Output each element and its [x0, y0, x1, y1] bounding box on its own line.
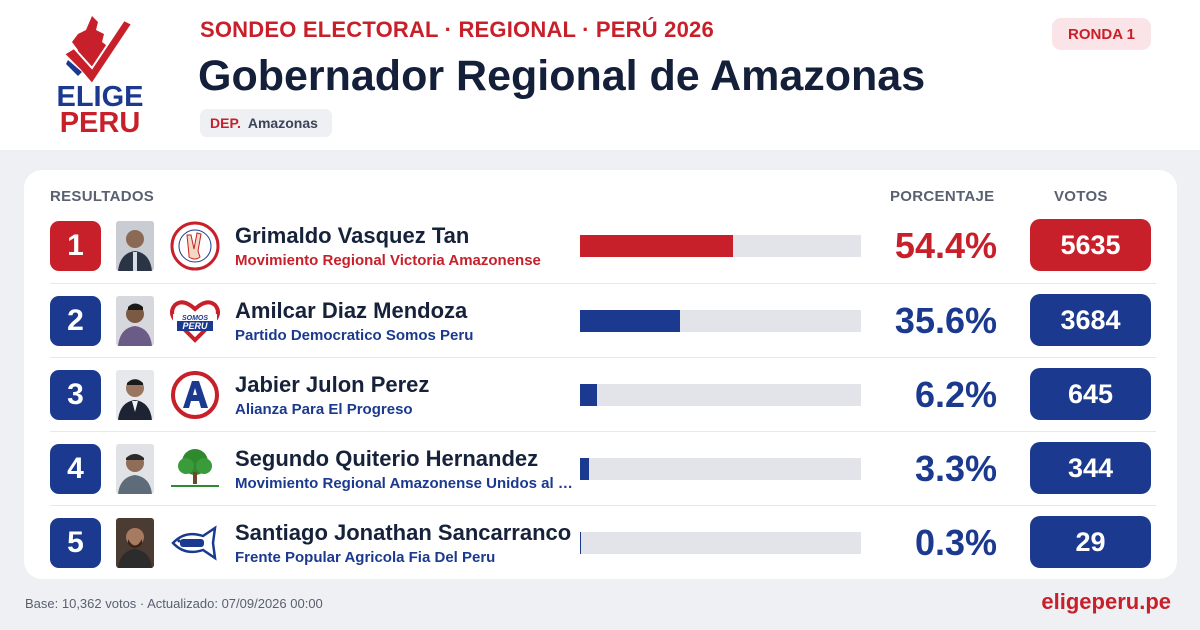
logo-word-peru: PERU	[59, 107, 141, 139]
header: ELIGE PERU SONDEO ELECTORAL · REGIONAL ·…	[0, 0, 1200, 150]
votes-badge: 3684	[1030, 294, 1151, 346]
result-row[interactable]: 4 Segundo Quiterio Hernandez Movimiento …	[24, 432, 1177, 506]
column-header-percent: PORCENTAJE	[890, 188, 995, 205]
percent-value: 35.6%	[894, 300, 997, 341]
column-header-votes: VOTOS	[1054, 188, 1108, 205]
party-name: Movimiento Regional Victoria Amazonense	[235, 252, 541, 269]
heart-logo: SOMOS PERU	[169, 296, 221, 346]
rank-badge: 1	[50, 221, 101, 271]
victory-hand-logo	[169, 221, 221, 271]
percent-bar-fill	[580, 235, 733, 257]
percent-value: 0.3%	[914, 522, 997, 563]
candidate-photo	[116, 296, 154, 346]
party-name: Partido Democratico Somos Peru	[235, 327, 474, 344]
department-key: DEP.	[210, 115, 241, 131]
brand-logo[interactable]: ELIGE PERU	[40, 14, 160, 139]
percent-bar-fill	[580, 310, 681, 332]
votes-badge: 5635	[1030, 219, 1151, 271]
percent-value: 54.4%	[894, 225, 997, 266]
result-row[interactable]: 2 SOMOS PERU Amilcar Diaz Mendoza Partido…	[24, 284, 1177, 358]
fish-logo	[169, 518, 221, 568]
party-name: Movimiento Regional Amazonense Unidos al…	[235, 475, 580, 492]
votes-badge: 344	[1030, 442, 1151, 494]
percent-bar	[580, 384, 861, 406]
survey-kicker: SONDEO ELECTORAL · REGIONAL · PERÚ 2026	[200, 17, 714, 42]
footer-base-info: Base: 10,362 votos · Actualizado: 07/09/…	[25, 596, 323, 611]
rank-badge: 5	[50, 518, 101, 568]
votes-badge: 645	[1030, 368, 1151, 420]
department-value: Amazonas	[247, 115, 318, 131]
candidate-name: Jabier Julon Perez	[235, 372, 430, 397]
row-divider	[50, 505, 1156, 506]
percent-bar	[580, 235, 861, 257]
rank-badge: 3	[50, 370, 101, 420]
letter-a-logo	[169, 370, 221, 420]
column-header-results: RESULTADOS	[50, 188, 155, 205]
percent-bar-fill	[580, 384, 598, 406]
result-row[interactable]: 3 Jabier Julon Perez Alianza Para El Pro…	[24, 358, 1177, 432]
row-divider	[50, 283, 1156, 284]
party-name: Frente Popular Agricola Fia Del Peru	[235, 549, 496, 566]
percent-value: 3.3%	[914, 448, 997, 489]
tree-logo	[169, 444, 221, 494]
department-badge: DEP. Amazonas	[200, 109, 332, 137]
percent-bar-fill	[580, 458, 590, 480]
result-row[interactable]: 5 Santiago Jonathan Sancarranco Frente P…	[24, 506, 1177, 580]
round-badge: RONDA 1	[1052, 18, 1151, 50]
candidate-photo	[116, 370, 154, 420]
candidate-photo	[116, 518, 154, 568]
candidate-name: Segundo Quiterio Hernandez	[235, 446, 539, 471]
row-divider	[50, 431, 1156, 432]
check-map-icon	[62, 16, 134, 86]
party-name: Alianza Para El Progreso	[235, 401, 413, 418]
rank-badge: 4	[50, 444, 101, 494]
footer-site-link[interactable]: eligeperu.pe	[1041, 589, 1171, 614]
candidate-name: Amilcar Diaz Mendoza	[235, 298, 468, 323]
result-row[interactable]: 1 Grimaldo Vasquez Tan Movimiento Region…	[24, 209, 1177, 283]
percent-bar	[580, 458, 861, 480]
percent-bar-fill	[580, 532, 582, 554]
candidate-photo	[116, 444, 154, 494]
percent-bar	[580, 532, 861, 554]
row-divider	[50, 357, 1156, 358]
logo-word-elige: ELIGE	[56, 81, 144, 113]
candidate-name: Santiago Jonathan Sancarranco	[235, 520, 572, 545]
votes-badge: 29	[1030, 516, 1151, 568]
percent-bar	[580, 310, 861, 332]
rank-badge: 2	[50, 296, 101, 346]
candidate-photo	[116, 221, 154, 271]
svg-text:PERU: PERU	[182, 321, 208, 331]
svg-text:SOMOS: SOMOS	[182, 315, 208, 322]
percent-value: 6.2%	[914, 374, 997, 415]
page-title: Gobernador Regional de Amazonas	[198, 52, 926, 100]
candidate-name: Grimaldo Vasquez Tan	[235, 223, 470, 248]
